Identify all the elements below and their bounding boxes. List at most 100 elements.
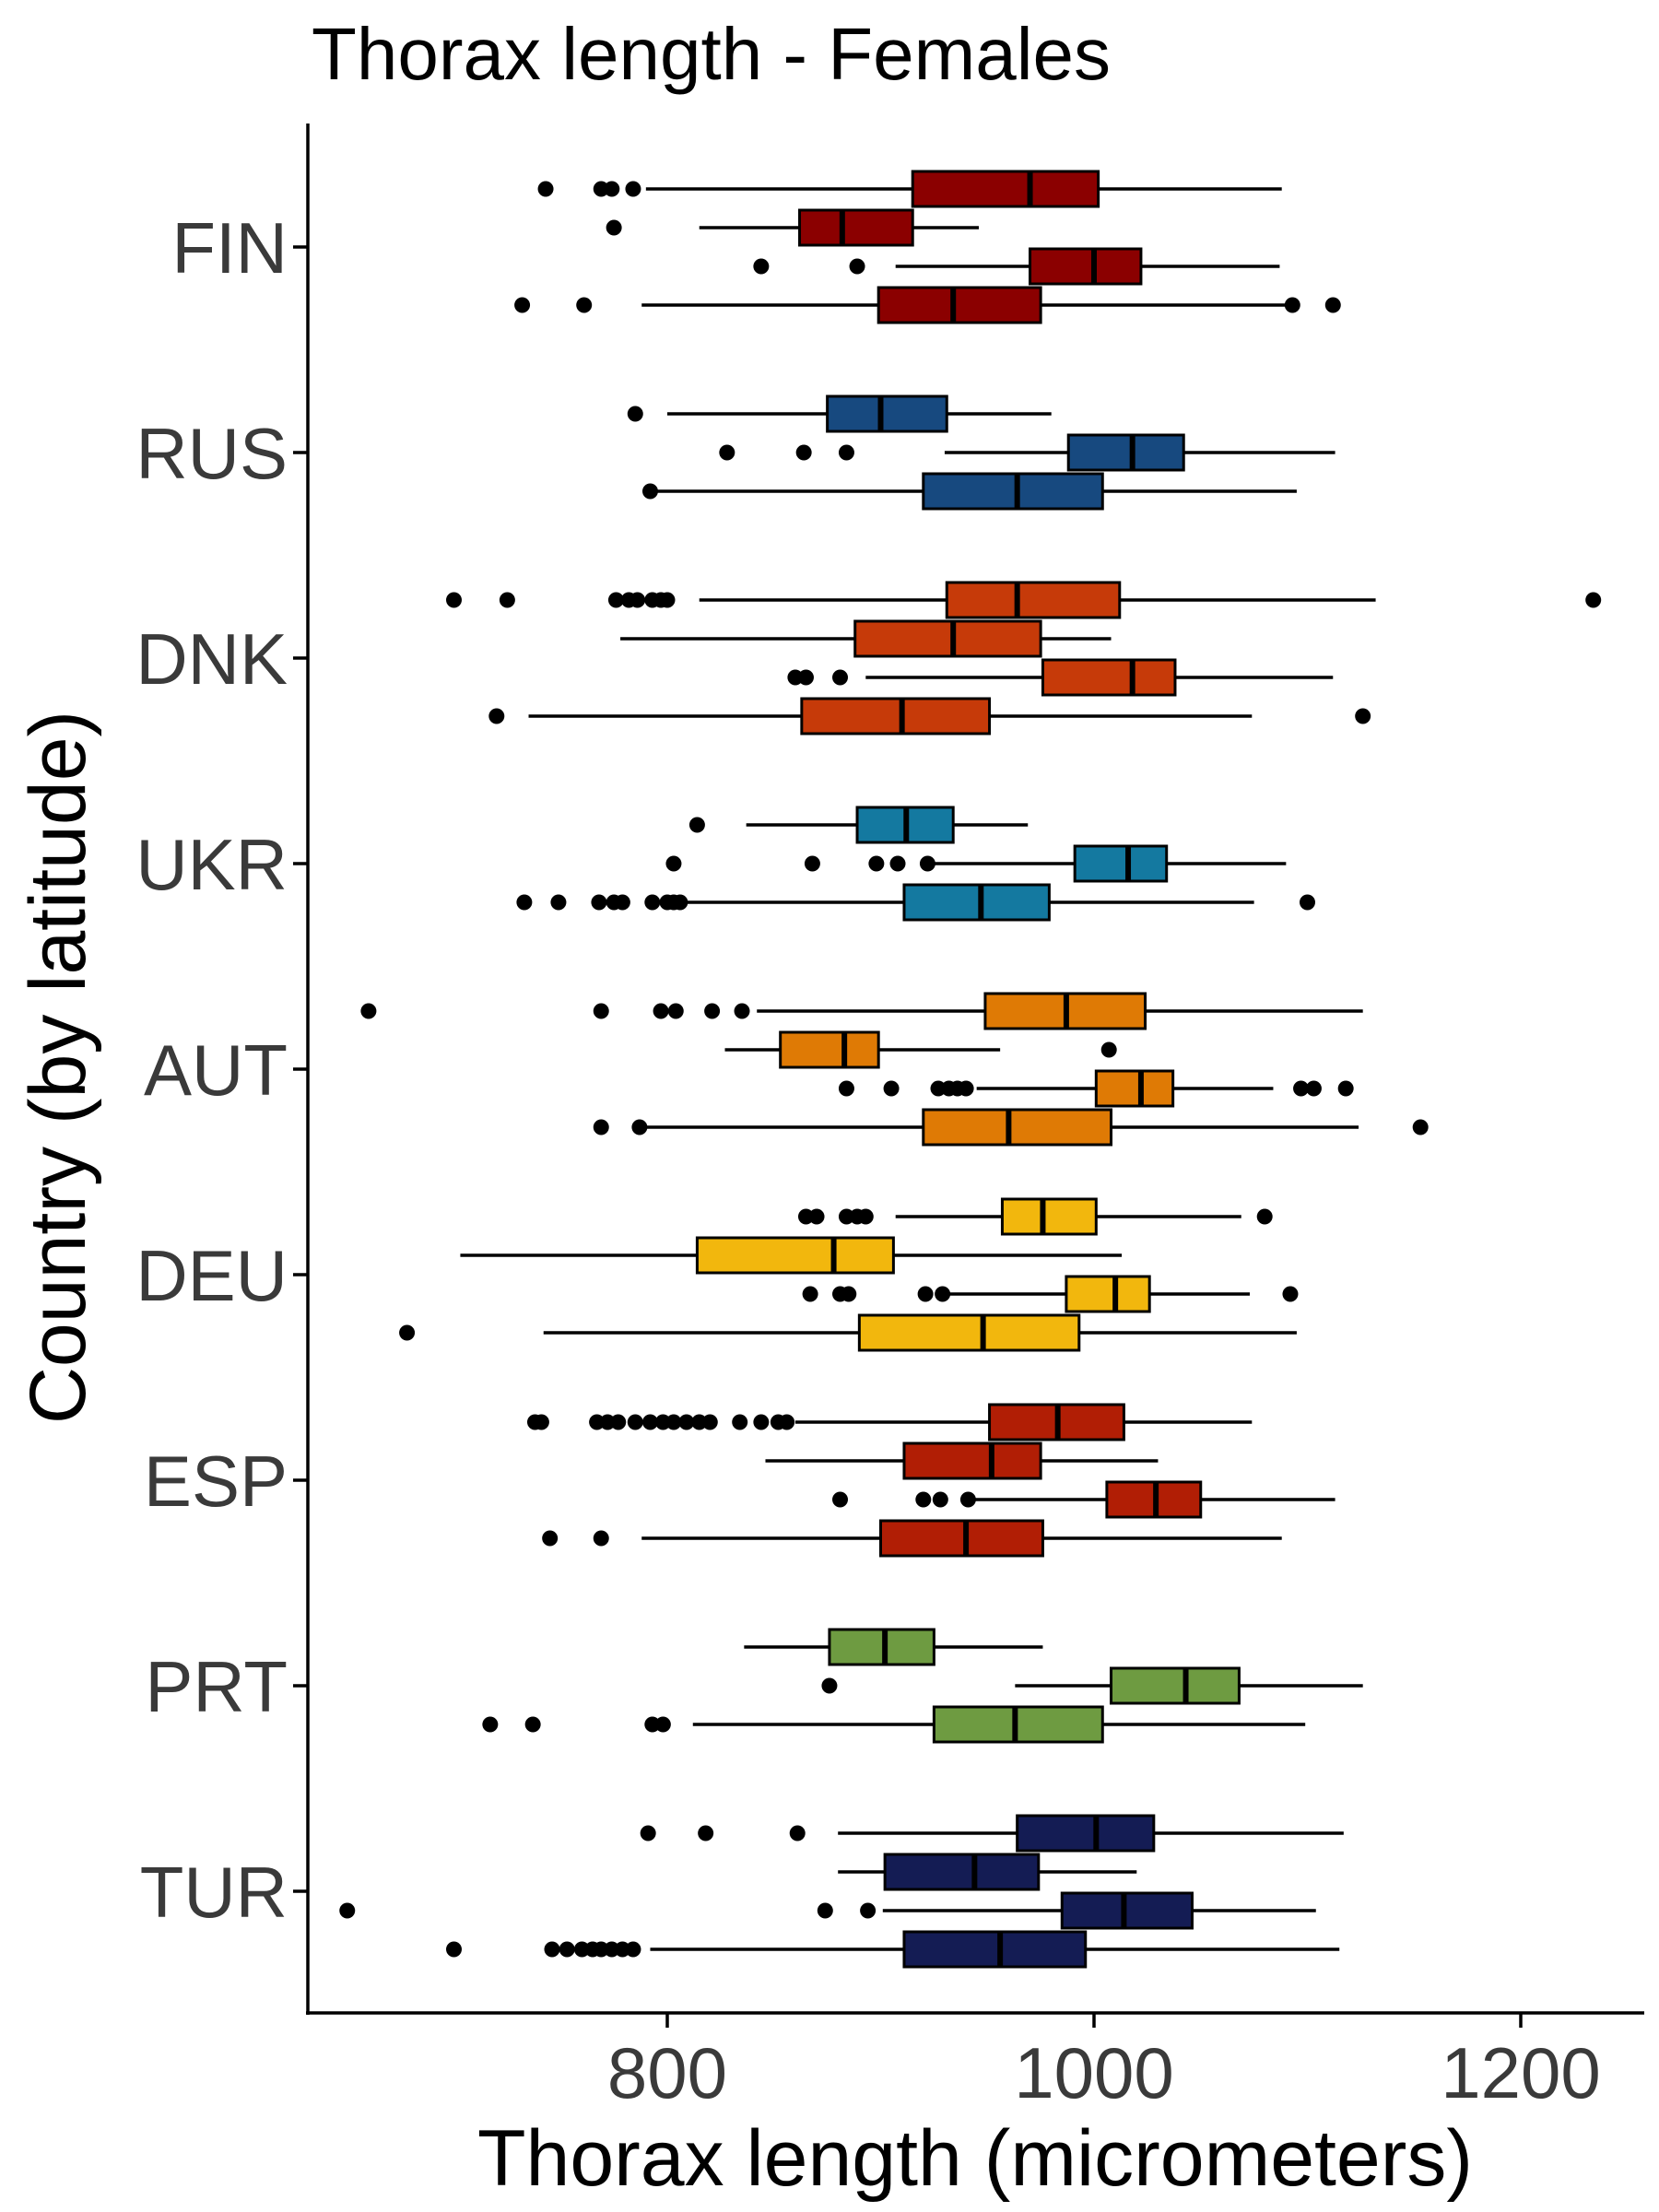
box-ukr-3 [516,883,1315,922]
outlier-point [808,1208,825,1225]
outlier-point [593,1530,609,1547]
outlier-point [883,1080,900,1097]
iqr-box [828,1628,935,1666]
box-dnk-2 [620,619,1112,658]
outlier-point [641,483,658,500]
outlier-point [399,1324,416,1341]
outlier-point [1324,297,1341,313]
country-group-aut [360,992,1429,1147]
outlier-point [857,1208,874,1225]
outlier-point [665,855,682,872]
box-tur-1 [640,1814,1344,1853]
iqr-box [1110,1666,1241,1705]
outlier-point [959,1491,976,1508]
country-group-fin [514,170,1341,324]
outlier-point [1293,1080,1310,1097]
box-deu-2 [460,1236,1123,1275]
outlier-point [606,219,622,236]
iqr-box [1094,1069,1175,1108]
outlier-point [889,855,906,872]
outlier-point [1282,1286,1299,1302]
outlier-point [797,669,814,686]
iqr-box [902,883,1051,922]
outlier-point [802,1286,818,1302]
outlier-point [698,1825,714,1841]
iqr-box [779,1030,880,1069]
outlier-point [804,855,820,872]
box-tur-3 [339,1891,1316,1930]
outlier-point [542,1530,559,1547]
chart-title: Thorax length - Females [312,13,1111,95]
outlier-point [593,1003,609,1019]
outlier-point [1300,894,1315,911]
outlier-point [659,592,676,608]
outlier-point [631,1119,648,1135]
outlier-point [849,258,865,275]
box-rus-3 [641,472,1297,511]
x-axis-title: Thorax length (micrometers) [477,2114,1473,2203]
iqr-box [1029,247,1143,286]
iqr-box [879,1519,1044,1558]
outlier-point [958,1080,974,1097]
outlier-point [537,181,554,197]
outlier-point [838,1080,854,1097]
outlier-point [559,1941,575,1958]
iqr-box [1041,658,1177,697]
outlier-point [732,1414,748,1430]
box-esp-1 [526,1403,1253,1441]
country-group-tur [339,1814,1344,1969]
outlier-point [499,592,515,608]
outlier-point [832,669,849,686]
box-dnk-4 [488,697,1371,735]
box-prt-1 [744,1628,1043,1666]
box-aut-3 [838,1069,1354,1108]
outlier-point [789,1825,806,1841]
outlier-point [446,592,462,608]
outlier-point [339,1902,356,1919]
outlier-point [524,1716,541,1733]
outlier-point [593,1119,609,1135]
iqr-box [932,1705,1104,1744]
iqr-box [1000,1197,1098,1236]
outlier-point [591,894,607,911]
outlier-point [734,1003,750,1019]
box-tur-2 [838,1853,1137,1891]
outlier-point [1305,1080,1322,1097]
y-tick-label-deu: DEU [135,1235,288,1316]
iqr-box [853,619,1042,658]
country-group-deu [399,1197,1299,1352]
outlier-point [665,1414,682,1430]
outlier-point [915,1491,932,1508]
outlier-point [753,1414,770,1430]
outlier-point [704,1003,721,1019]
x-tick-label-1200: 1200 [1441,2032,1601,2113]
y-tick-label-dnk: DNK [135,618,288,700]
box-rus-2 [719,433,1335,472]
outlier-point [667,1003,684,1019]
iqr-box [922,472,1104,511]
box-ukr-1 [688,806,1029,844]
outlier-point [688,817,705,833]
outlier-point [482,1716,499,1733]
outlier-point [678,1414,695,1430]
box-esp-3 [832,1480,1335,1519]
iqr-box [883,1853,1041,1891]
box-ukr-2 [665,844,1287,883]
box-rus-1 [627,394,1052,433]
country-group-rus [627,394,1335,511]
box-fin-2 [606,208,979,247]
outlier-point [1585,592,1602,608]
y-tick-label-esp: ESP [144,1441,288,1522]
box-dnk-1 [446,581,1602,619]
outlier-point [838,444,854,461]
box-esp-4 [542,1519,1282,1558]
outlier-point [641,1414,658,1430]
x-tick-label-800: 800 [607,2032,727,2113]
outlier-point [614,894,630,911]
outlier-point [841,1286,857,1302]
iqr-box [877,286,1042,324]
outlier-point [625,1941,641,1958]
outlier-point [533,1414,549,1430]
iqr-box [798,208,914,247]
